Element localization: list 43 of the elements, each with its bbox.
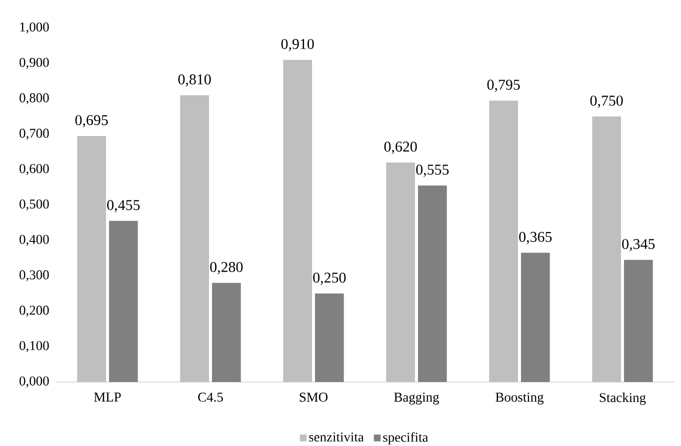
bar (386, 162, 416, 382)
bar (624, 260, 653, 382)
data-label: 0,750 (590, 96, 623, 108)
y-tick-label: 0,900 (20, 58, 49, 69)
legend-label: specifita (383, 432, 428, 445)
bar (283, 60, 312, 382)
bar (521, 252, 550, 382)
data-label: 0,810 (178, 74, 211, 87)
data-label: 0,620 (384, 142, 417, 154)
bar (109, 220, 138, 382)
y-tick-label: 0,000 (20, 376, 49, 388)
data-label: 0,795 (487, 80, 520, 92)
data-label: 0,555 (416, 164, 449, 177)
bar (592, 116, 622, 382)
y-tick-label: 0,200 (20, 306, 49, 317)
bar (180, 95, 209, 382)
bar (77, 136, 106, 382)
data-label: 0,695 (75, 115, 108, 128)
y-tick-label: 0,800 (20, 93, 49, 104)
data-label: 0,345 (622, 238, 655, 252)
data-label: 0,250 (313, 272, 346, 285)
y-tick-label: 0,400 (20, 234, 49, 246)
y-tick-label: 0,300 (20, 270, 49, 282)
x-tick-label: Stacking (600, 392, 646, 405)
x-tick-label: C4.5 (198, 392, 223, 402)
data-label: 0,365 (519, 232, 552, 244)
y-tick-label: 0,600 (20, 164, 49, 176)
data-label: 0,455 (107, 200, 140, 212)
x-tick-label: Bagging (394, 392, 440, 404)
data-label: 0,280 (210, 262, 243, 274)
bar (418, 186, 447, 382)
bar (315, 294, 344, 382)
y-tick-label: 1,000 (20, 22, 49, 34)
bar (212, 282, 241, 382)
x-tick-label: MLP (94, 392, 121, 402)
bar (489, 100, 518, 382)
y-tick-label: 0,700 (20, 128, 49, 140)
y-tick-label: 0,500 (20, 199, 49, 210)
legend-label: senzitivita (309, 432, 364, 442)
x-tick-label: Boosting (496, 392, 544, 404)
data-label: 0,910 (281, 38, 314, 52)
x-tick-label: SMO (300, 392, 328, 402)
y-tick-label: 0,100 (20, 341, 49, 352)
